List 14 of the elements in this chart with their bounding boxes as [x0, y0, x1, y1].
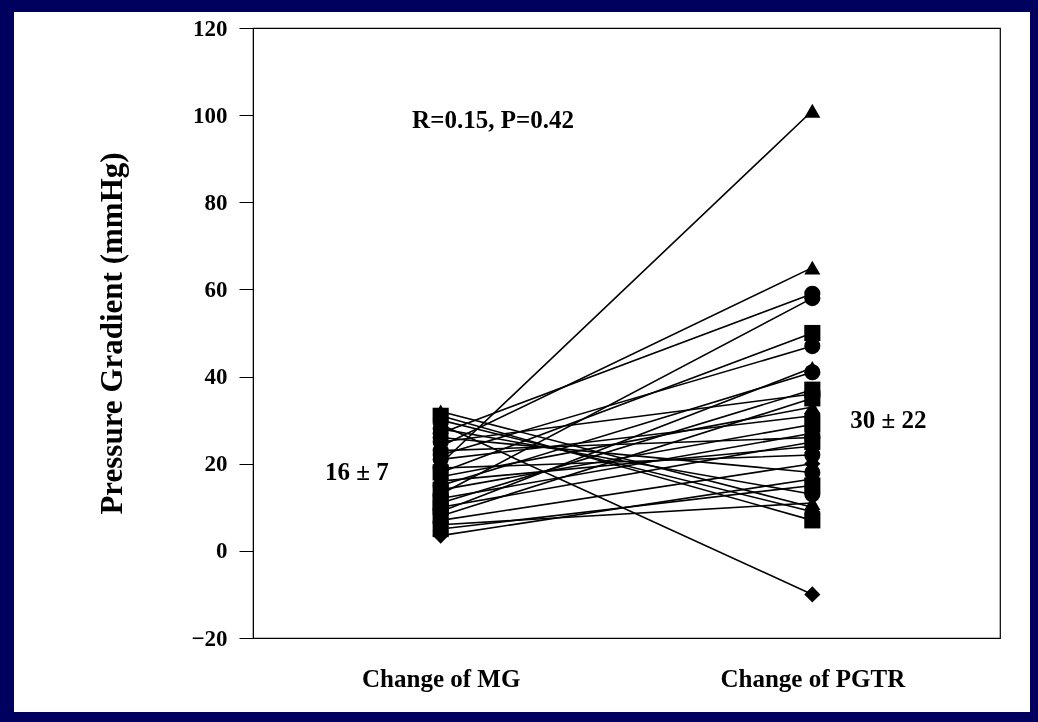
x-tick-label: Change of MG: [362, 664, 521, 692]
annotation: R=0.15, P=0.42: [412, 106, 574, 133]
y-tick-label: 100: [193, 102, 228, 128]
annotation: 16 ± 7: [324, 458, 389, 486]
y-tick-label: 40: [204, 364, 228, 390]
y-tick-label: 60: [204, 276, 228, 302]
annotation: 30 ± 22: [850, 406, 927, 434]
y-axis-title: Pressure Gradient (mmHg): [94, 152, 130, 515]
x-tick-label: Change of PGTR: [720, 664, 907, 692]
y-tick-label: 120: [193, 15, 228, 41]
y-tick-label: 80: [204, 189, 228, 215]
y-tick-label: −20: [191, 625, 228, 651]
y-tick-label: 0: [216, 538, 228, 564]
y-tick-label: 20: [204, 451, 228, 477]
